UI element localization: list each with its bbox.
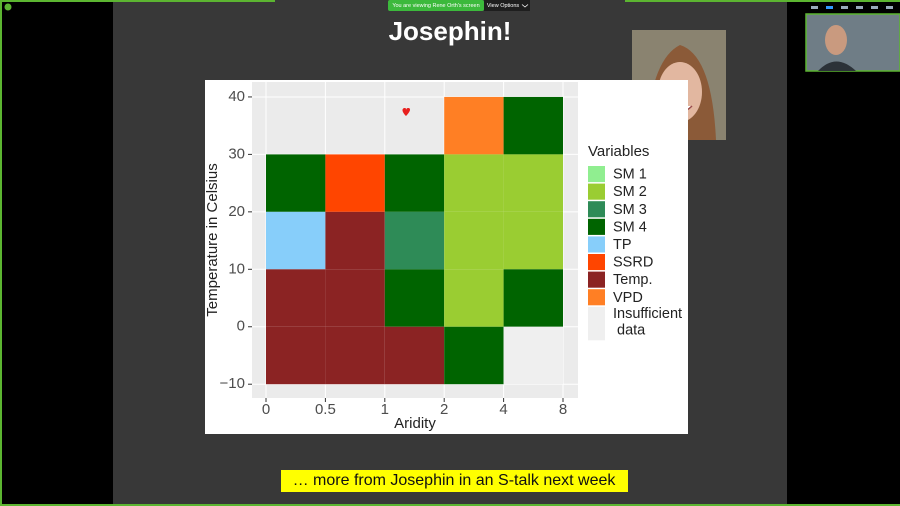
tile [444,269,504,327]
tile [503,154,563,212]
legend-key [588,289,605,306]
legend-label: Insufficient data [613,306,682,339]
tile [384,269,445,327]
y-tick-label: 30 [228,145,245,162]
tile [325,154,385,212]
legend-label: SSRD [613,255,653,271]
tile [503,326,563,385]
video-frame [806,14,900,71]
y-tick-label: −10 [220,375,245,392]
tile [325,211,385,270]
legend-label: VPD [613,290,643,306]
sharing-notice-bg [388,0,484,11]
legend-label: SM 2 [613,184,647,200]
webcam-video [805,13,900,72]
tile [503,96,563,155]
icon[interactable] [886,6,893,9]
x-tick-label: 0 [262,401,270,418]
security-icon[interactable] [4,3,12,11]
sharing-notice: You are viewing Rene Orth's screen [392,3,479,9]
caption-highlight [281,470,628,492]
tile [325,269,385,327]
share-frame [625,0,900,2]
legend-label: TP [613,237,632,253]
tile [266,154,326,212]
y-axis-label: Temperature in Celsius [204,163,221,316]
tile [503,269,563,327]
x-tick-label: 8 [559,401,567,418]
slide-title: Josephin! [389,16,512,46]
x-tick-label: 4 [499,401,507,418]
icon[interactable] [811,6,818,9]
legend-key [588,218,605,235]
face [825,25,847,55]
tile [325,326,385,385]
icon[interactable] [871,6,878,9]
y-tick-label: 10 [228,260,245,277]
heart-cursor [402,108,411,116]
x-tick-label: 0.5 [315,401,336,418]
share-frame [0,504,900,506]
share-frame [0,0,275,2]
y-tick-label: 20 [228,203,245,220]
tile [266,326,326,385]
x-tick-label: 1 [381,401,389,418]
tile [384,211,445,270]
tile [444,96,504,155]
icon[interactable] [826,6,833,9]
icon[interactable] [841,6,848,9]
tile [384,326,445,385]
legend-key [588,236,605,253]
legend-key [588,183,605,200]
icon[interactable] [856,6,863,9]
legend-key [588,271,605,288]
tile [384,154,445,212]
legend-title: Variables [588,143,649,160]
tile [444,154,504,212]
legend-label: SM 1 [613,167,647,183]
tile [266,269,326,327]
y-tick-label: 40 [228,88,245,105]
toolbar-icons [811,6,893,9]
tile [266,211,326,270]
legend-key [588,201,605,218]
chart: Aridity Temperature in Celsius Variables… [204,82,682,432]
legend-label: Temp. [613,272,653,288]
x-tick-label: 2 [440,401,448,418]
shoulders [818,61,856,71]
x-axis-label: Aridity [394,415,436,432]
legend-label: SM 4 [613,219,647,235]
dropdown-caret[interactable] [521,4,529,8]
legend-key [588,254,605,271]
legend-key [588,306,605,341]
caption: … more from Josephin in an S-talk next w… [293,472,617,489]
legend-key [588,166,605,183]
legend-label: SM 3 [613,202,647,218]
tile [444,211,504,270]
tile [503,211,563,270]
share-frame [0,0,2,506]
y-tick-label: 0 [237,318,245,335]
tile [444,326,504,385]
view-options[interactable]: View Options [487,3,520,9]
view-options-button[interactable] [484,0,530,11]
